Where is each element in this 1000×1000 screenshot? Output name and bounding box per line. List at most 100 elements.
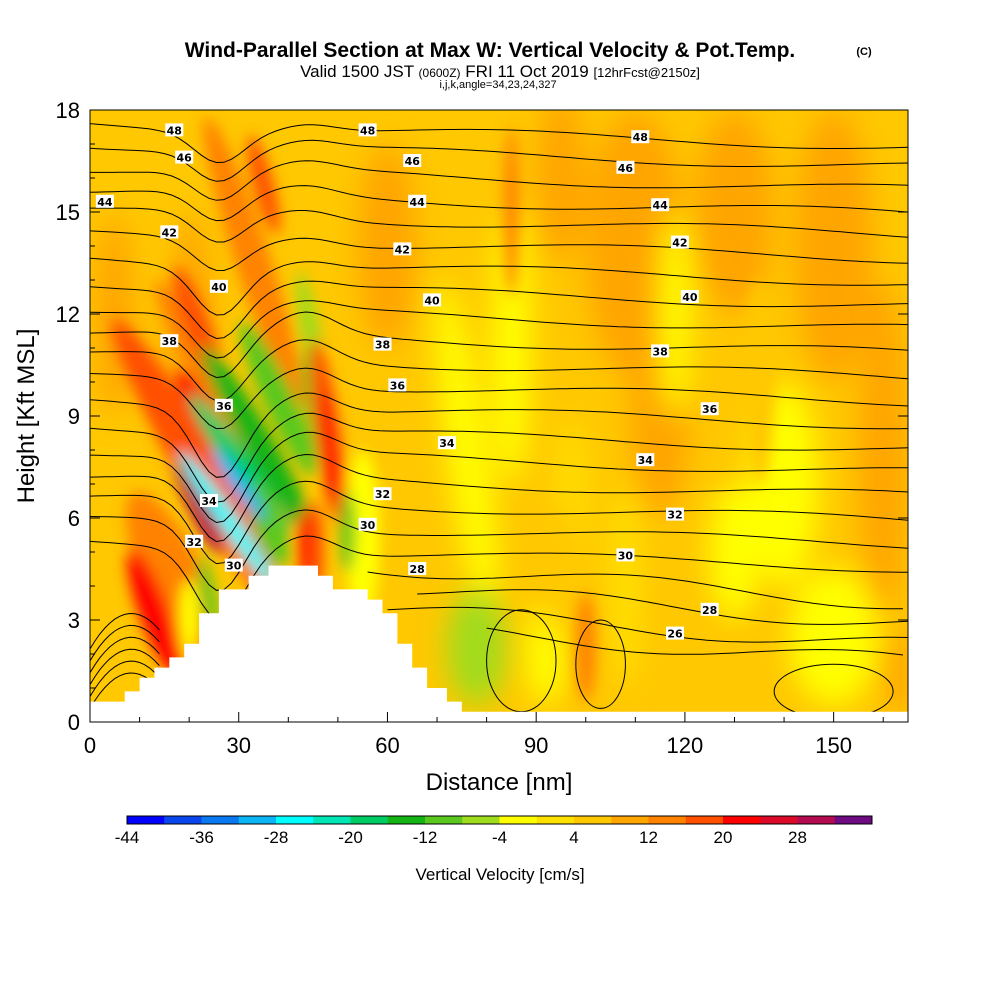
- colorbar-tick-label: -12: [413, 828, 438, 847]
- theta-isoline: [486, 627, 904, 656]
- contour-label-text: 48: [360, 124, 375, 137]
- colorbar-swatch: [238, 816, 277, 824]
- velocity-field-blob: [789, 569, 879, 705]
- contour-label-text: 30: [360, 519, 376, 532]
- contour-label-text: 48: [633, 131, 648, 144]
- colorbar-swatch: [685, 816, 724, 824]
- x-tick-label: 30: [226, 733, 250, 758]
- contour-label: 28: [700, 602, 719, 617]
- contour-label-text: 34: [638, 454, 654, 467]
- velocity-field-blob: [694, 110, 775, 314]
- contour-label: 36: [700, 402, 719, 416]
- velocity-field-blob: [446, 589, 507, 705]
- velocity-field-blob: [858, 280, 908, 620]
- x-tick-label: 120: [667, 733, 704, 758]
- contour-label: 36: [388, 378, 407, 392]
- colorbar-swatch: [611, 816, 649, 824]
- contour-label: 26: [665, 626, 684, 641]
- forecast-info: [12hrFcst@2150z]: [594, 65, 700, 80]
- contour-label-text: 34: [439, 437, 455, 450]
- colorbar-swatch: [723, 816, 761, 824]
- velocity-field-blob: [660, 212, 690, 416]
- velocity-field-blob: [297, 511, 310, 580]
- colorbar-tick-label: -44: [115, 828, 140, 847]
- contour-label: 40: [209, 279, 228, 294]
- chart-title: Wind-Parallel Section at Max W: Vertical…: [185, 39, 796, 62]
- theta-isoline: [90, 624, 160, 662]
- theta-isoline: [90, 392, 908, 478]
- theta-isoline: [90, 123, 908, 164]
- velocity-field-blob: [436, 281, 498, 619]
- contour-label-text: 38: [162, 335, 177, 348]
- theta-isoline: [90, 257, 908, 316]
- contour-label: 38: [373, 337, 392, 352]
- contour-label: 40: [680, 290, 699, 304]
- contour-label: 46: [175, 150, 194, 165]
- x-tick-label: 150: [815, 733, 852, 758]
- colorbar-swatch: [313, 816, 351, 824]
- theta-isoline: [90, 648, 160, 685]
- velocity-field-blob: [883, 626, 908, 716]
- theta-isoline: [90, 207, 908, 243]
- contour-label: 34: [636, 453, 655, 467]
- y-tick-label: 6: [68, 506, 80, 531]
- x-tick-label: 60: [375, 733, 399, 758]
- plot-area: 48 48 48 46 46 46 44 44 44 42 42 42 40 40 40 38 38 38 36 36…: [90, 110, 908, 722]
- contour-label-text: 28: [410, 563, 425, 576]
- contour-label-text: 44: [410, 196, 426, 209]
- velocity-field-blob: [357, 144, 418, 348]
- theta-isoline: [90, 509, 908, 591]
- copyright-mark: (C): [856, 46, 872, 58]
- x-tick-label: 90: [524, 733, 548, 758]
- theta-isoline: [90, 612, 160, 650]
- theta-isoline: [367, 571, 904, 610]
- velocity-field-blob: [129, 110, 180, 314]
- colorbar-swatch: [164, 816, 202, 824]
- contour-label: 40: [423, 293, 442, 307]
- contour-label-text: 30: [226, 560, 242, 573]
- colorbar-swatch: [462, 816, 500, 824]
- contour-label: 30: [616, 548, 635, 562]
- contour-label-text: 36: [216, 400, 232, 413]
- valid-zulu: (0600Z): [419, 66, 461, 80]
- contour-label: 46: [616, 160, 635, 175]
- contour-label-text: 46: [618, 162, 634, 175]
- contour-label-text: 42: [672, 237, 687, 250]
- contour-label-text: 44: [652, 199, 668, 212]
- contour-label-text: 40: [211, 281, 227, 294]
- colorbar-tick-label: -4: [492, 828, 507, 847]
- contour-label: 48: [165, 123, 184, 137]
- velocity-field-blob: [491, 212, 532, 484]
- y-tick-label: 9: [68, 404, 80, 429]
- colorbar-swatch: [127, 816, 165, 824]
- theta-isoline: [90, 230, 908, 272]
- theta-isoline: [90, 185, 908, 222]
- contour-label-text: 48: [167, 124, 182, 137]
- contour-label-text: 44: [97, 196, 113, 209]
- contour-label: 36: [214, 398, 233, 413]
- theta-isoline: [387, 606, 908, 643]
- chart-subtitle: Valid 1500 JST (0600Z) FRI 11 Oct 2019 […: [300, 62, 700, 81]
- contour-label-text: 32: [667, 509, 682, 522]
- theta-isoline: [90, 660, 160, 697]
- y-tick-label: 12: [56, 302, 80, 327]
- velocity-field-blob: [200, 345, 317, 541]
- contour-label: 34: [437, 436, 456, 450]
- contour-label-text: 46: [405, 155, 421, 168]
- velocity-field-blob: [127, 549, 182, 678]
- valid-time: Valid 1500 JST: [300, 62, 414, 81]
- contour-label-text: 42: [395, 243, 410, 256]
- contour-label-text: 32: [375, 488, 390, 501]
- velocity-field-blob: [536, 110, 586, 263]
- theta-isoline: [90, 160, 908, 201]
- x-axis: 0 30 60 90 120 150: [84, 712, 884, 758]
- velocity-field-blob: [744, 280, 775, 484]
- velocity-field-blob: [319, 389, 337, 511]
- velocity-field-blob: [247, 135, 280, 235]
- contour-label: 46: [403, 154, 422, 168]
- velocity-field-blob: [709, 484, 760, 620]
- contour-label-text: 36: [390, 379, 406, 392]
- theta-isoline: [90, 412, 908, 503]
